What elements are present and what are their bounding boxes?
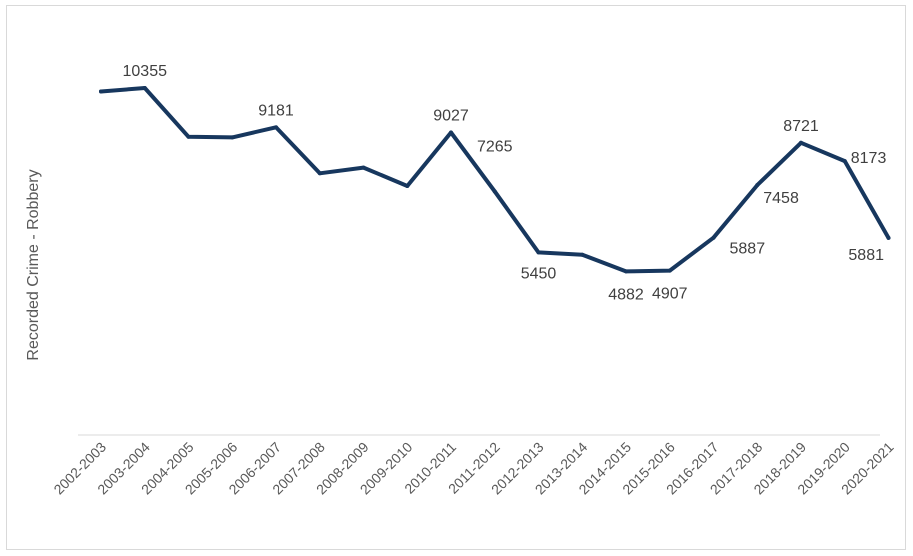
data-label: 5887	[730, 241, 766, 258]
data-label: 4907	[652, 286, 688, 303]
data-label: 5881	[848, 247, 884, 264]
data-label: 7265	[477, 139, 513, 156]
series-points	[99, 86, 891, 274]
data-label: 8721	[783, 118, 819, 135]
data-label: 9181	[258, 102, 294, 119]
data-label: 7458	[763, 190, 799, 207]
chart-frame	[6, 5, 906, 550]
data-point-2008-2009	[361, 165, 366, 170]
data-point-2011-2012	[492, 189, 497, 194]
data-point-2010-2011	[449, 130, 453, 135]
data-point-2017-2018	[755, 183, 760, 188]
data-point-2002-2003	[99, 89, 103, 94]
data-labels: 10355 9181 9027 7265 5450 4882 4907 5887 7458 872…	[123, 63, 887, 303]
data-point-2019-2020	[842, 159, 847, 164]
data-point-2013-2014	[580, 252, 585, 257]
data-label: 5450	[521, 265, 557, 282]
data-point-2004-2005	[186, 134, 191, 139]
y-axis-label: Recorded Crime - Robbery	[25, 169, 42, 360]
data-point-2005-2006	[230, 135, 235, 140]
data-point-2020-2021	[886, 235, 891, 240]
series-line	[99, 86, 891, 274]
data-label: 4882	[608, 286, 644, 303]
data-label: 9027	[433, 108, 469, 125]
data-label: 10355	[123, 63, 168, 80]
data-point-2007-2008	[317, 171, 322, 176]
data-point-2018-2019	[799, 140, 803, 145]
data-point-2006-2007	[274, 125, 278, 130]
data-point-2012-2013	[536, 250, 541, 255]
data-point-2016-2017	[711, 235, 716, 240]
data-point-2014-2015	[624, 269, 628, 274]
data-point-2003-2004	[142, 86, 147, 90]
x-axis-tick-labels: 2002-20032003-20042004-20052005-20062006…	[50, 439, 896, 498]
data-label: 8173	[851, 150, 887, 167]
data-point-2009-2010	[405, 184, 410, 189]
data-point-2015-2016	[667, 268, 672, 273]
